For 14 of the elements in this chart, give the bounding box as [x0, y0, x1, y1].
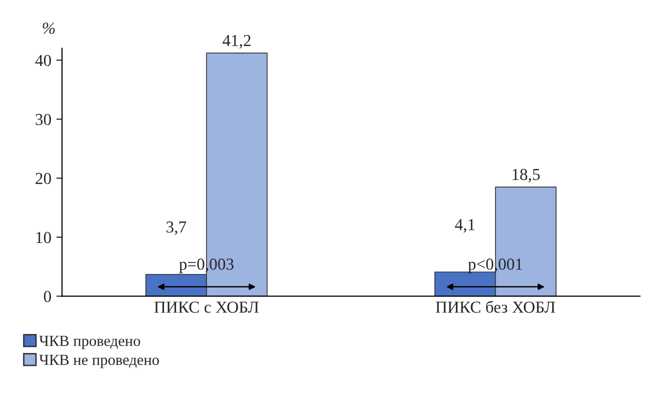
data-label: 41,2: [222, 34, 251, 49]
data-label: 3,7: [166, 221, 186, 236]
legend-label: ЧКВ не проведено: [39, 354, 159, 368]
x-tick-label: ПИКС без ХОБЛ: [436, 300, 556, 313]
legend-label: ЧКВ проведено: [39, 336, 140, 350]
data-label: 4,1: [455, 219, 475, 233]
y-tick-label: 40: [35, 54, 51, 66]
data-label: 18,5: [512, 168, 540, 183]
y-tick-label: 10: [36, 232, 51, 244]
x-tick-label: ПИКС с ХОБЛ: [154, 302, 259, 313]
y-tick-label: 0: [44, 290, 51, 302]
y-axis-title: %: [42, 22, 55, 34]
y-tick-label: 30: [36, 114, 51, 126]
y-tick-label: 20: [36, 172, 51, 184]
